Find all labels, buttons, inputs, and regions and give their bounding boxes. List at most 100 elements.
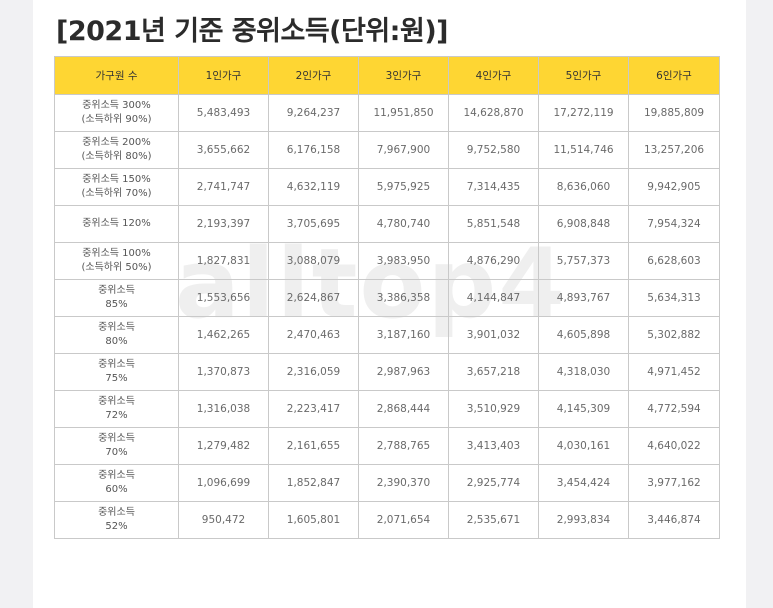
income-cell: 4,772,594 bbox=[628, 390, 720, 428]
row-label-main: 중위소득 bbox=[98, 470, 135, 481]
header-1-person: 1인가구 bbox=[178, 56, 269, 95]
table-row: 중위소득 80% 1,462,265 2,470,463 3,187,160 3,901,… bbox=[54, 316, 720, 354]
table-row: 중위소득 200% (소득하위 80%) 3,655,662 6,176,158 7,9… bbox=[54, 131, 720, 169]
income-cell: 5,634,313 bbox=[628, 279, 720, 317]
income-cell: 2,868,444 bbox=[358, 390, 449, 428]
income-cell: 1,096,699 bbox=[178, 464, 269, 502]
income-cell: 1,462,265 bbox=[178, 316, 269, 354]
income-cell: 5,757,373 bbox=[538, 242, 629, 280]
income-cell: 4,632,119 bbox=[268, 168, 359, 206]
table-row: 중위소득 75% 1,370,873 2,316,059 2,987,963 3,657,… bbox=[54, 353, 720, 391]
income-cell: 2,741,747 bbox=[178, 168, 269, 206]
header-2-person: 2인가구 bbox=[268, 56, 359, 95]
row-label-sub: 80% bbox=[105, 336, 128, 347]
row-label: 중위소득 72% bbox=[54, 390, 179, 428]
income-cell: 3,977,162 bbox=[628, 464, 720, 502]
row-label: 중위소득 85% bbox=[54, 279, 179, 317]
row-label-main: 중위소득 bbox=[98, 507, 135, 518]
table-row: 중위소득 52% 950,472 1,605,801 2,071,654 2,535,67… bbox=[54, 501, 720, 539]
income-cell: 2,788,765 bbox=[358, 427, 449, 465]
income-cell: 2,624,867 bbox=[268, 279, 359, 317]
income-cell: 3,454,424 bbox=[538, 464, 629, 502]
income-cell: 2,925,774 bbox=[448, 464, 539, 502]
income-cell: 14,628,870 bbox=[448, 94, 539, 132]
row-label: 중위소득 80% bbox=[54, 316, 179, 354]
income-cell: 4,971,452 bbox=[628, 353, 720, 391]
row-label: 중위소득 300% (소득하위 90%) bbox=[54, 94, 179, 132]
income-cell: 2,193,397 bbox=[178, 205, 269, 243]
row-label: 중위소득 120% bbox=[54, 205, 179, 243]
row-label-sub: (소득하위 90%) bbox=[81, 114, 152, 125]
income-cell: 1,370,873 bbox=[178, 353, 269, 391]
table-body: 중위소득 300% (소득하위 90%) 5,483,493 9,264,237 11,… bbox=[54, 94, 720, 539]
row-label-sub: (소득하위 80%) bbox=[81, 151, 152, 162]
income-cell: 1,852,847 bbox=[268, 464, 359, 502]
income-cell: 1,827,831 bbox=[178, 242, 269, 280]
table-row: 중위소득 100% (소득하위 50%) 1,827,831 3,088,079 3,9… bbox=[54, 242, 720, 280]
income-cell: 2,535,671 bbox=[448, 501, 539, 539]
row-label-main: 중위소득 bbox=[98, 285, 135, 296]
row-label: 중위소득 150% (소득하위 70%) bbox=[54, 168, 179, 206]
income-cell: 4,780,740 bbox=[358, 205, 449, 243]
row-label-sub: 75% bbox=[105, 373, 128, 384]
row-label-sub: 85% bbox=[105, 299, 128, 310]
table-row: 중위소득 150% (소득하위 70%) 2,741,747 4,632,119 5,9… bbox=[54, 168, 720, 206]
row-label-sub: 70% bbox=[105, 447, 128, 458]
income-cell: 6,908,848 bbox=[538, 205, 629, 243]
row-label-sub: (소득하위 70%) bbox=[81, 188, 152, 199]
income-cell: 5,483,493 bbox=[178, 94, 269, 132]
table-row: 중위소득 60% 1,096,699 1,852,847 2,390,370 2,925,… bbox=[54, 464, 720, 502]
income-cell: 8,636,060 bbox=[538, 168, 629, 206]
header-5-person: 5인가구 bbox=[538, 56, 629, 95]
income-cell: 3,657,218 bbox=[448, 353, 539, 391]
income-cell: 1,316,038 bbox=[178, 390, 269, 428]
table-row: 중위소득 300% (소득하위 90%) 5,483,493 9,264,237 11,… bbox=[54, 94, 720, 132]
page-title: [2021년 기준 중위소득(단위:원)] bbox=[56, 16, 449, 47]
row-label-main: 중위소득 200% bbox=[82, 137, 151, 148]
income-cell: 950,472 bbox=[178, 501, 269, 539]
row-label-sub: 60% bbox=[105, 484, 128, 495]
income-cell: 19,885,809 bbox=[628, 94, 720, 132]
income-cell: 11,514,746 bbox=[538, 131, 629, 169]
income-cell: 4,893,767 bbox=[538, 279, 629, 317]
income-cell: 13,257,206 bbox=[628, 131, 720, 169]
income-cell: 6,628,603 bbox=[628, 242, 720, 280]
income-cell: 4,876,290 bbox=[448, 242, 539, 280]
row-label-main: 중위소득 bbox=[98, 322, 135, 333]
row-label-main: 중위소득 120% bbox=[82, 218, 151, 229]
income-cell: 2,316,059 bbox=[268, 353, 359, 391]
row-label: 중위소득 70% bbox=[54, 427, 179, 465]
income-cell: 2,071,654 bbox=[358, 501, 449, 539]
income-cell: 5,851,548 bbox=[448, 205, 539, 243]
income-cell: 1,605,801 bbox=[268, 501, 359, 539]
income-cell: 3,413,403 bbox=[448, 427, 539, 465]
table-header-row: 가구원 수 1인가구 2인가구 3인가구 4인가구 5인가구 6인가구 bbox=[54, 56, 720, 95]
income-cell: 9,264,237 bbox=[268, 94, 359, 132]
income-cell: 9,942,905 bbox=[628, 168, 720, 206]
income-cell: 1,553,656 bbox=[178, 279, 269, 317]
income-cell: 4,640,022 bbox=[628, 427, 720, 465]
income-cell: 3,386,358 bbox=[358, 279, 449, 317]
income-cell: 11,951,850 bbox=[358, 94, 449, 132]
row-label: 중위소득 75% bbox=[54, 353, 179, 391]
row-label-main: 중위소득 bbox=[98, 359, 135, 370]
income-cell: 2,223,417 bbox=[268, 390, 359, 428]
row-label-main: 중위소득 bbox=[98, 396, 135, 407]
row-label: 중위소득 52% bbox=[54, 501, 179, 539]
income-cell: 5,302,882 bbox=[628, 316, 720, 354]
header-3-person: 3인가구 bbox=[358, 56, 449, 95]
table-row: 중위소득 70% 1,279,482 2,161,655 2,788,765 3,413,… bbox=[54, 427, 720, 465]
income-cell: 3,983,950 bbox=[358, 242, 449, 280]
income-cell: 4,144,847 bbox=[448, 279, 539, 317]
income-cell: 4,030,161 bbox=[538, 427, 629, 465]
income-cell: 7,967,900 bbox=[358, 131, 449, 169]
income-cell: 7,314,435 bbox=[448, 168, 539, 206]
row-label: 중위소득 100% (소득하위 50%) bbox=[54, 242, 179, 280]
income-cell: 6,176,158 bbox=[268, 131, 359, 169]
row-label: 중위소득 200% (소득하위 80%) bbox=[54, 131, 179, 169]
row-label-main: 중위소득 150% bbox=[82, 174, 151, 185]
income-cell: 3,901,032 bbox=[448, 316, 539, 354]
row-label-sub: 72% bbox=[105, 410, 128, 421]
table-row: 중위소득 85% 1,553,656 2,624,867 3,386,358 4,144,… bbox=[54, 279, 720, 317]
income-cell: 2,161,655 bbox=[268, 427, 359, 465]
